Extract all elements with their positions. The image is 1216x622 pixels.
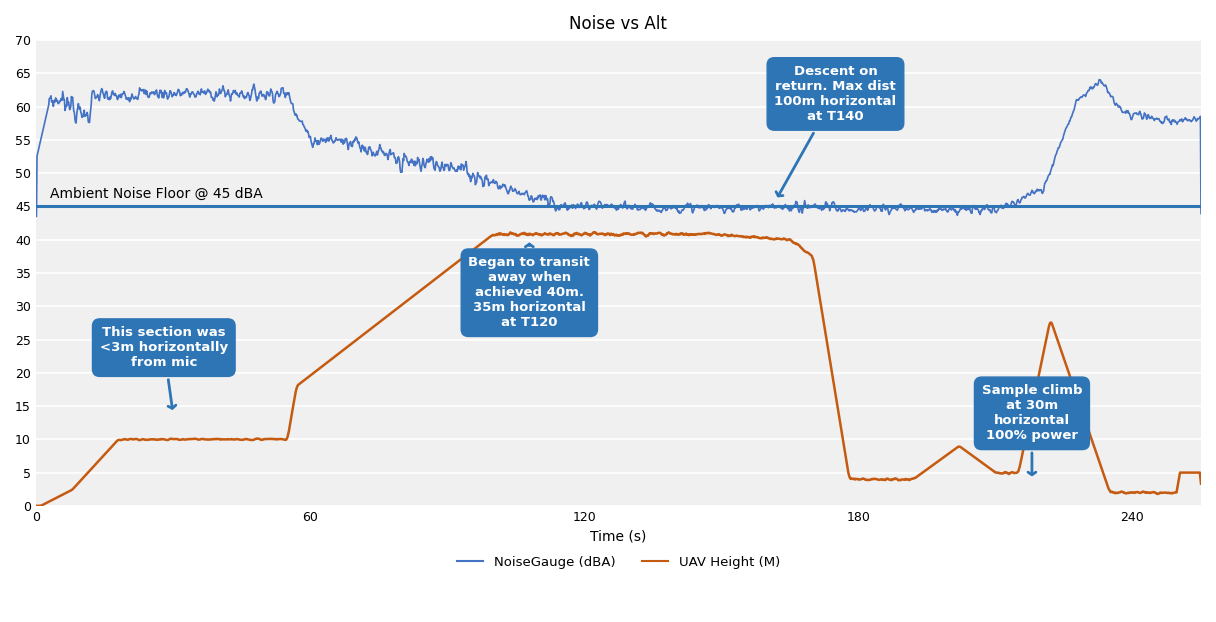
X-axis label: Time (s): Time (s) [590,529,647,543]
Line: NoiseGauge (dBA): NoiseGauge (dBA) [35,80,1201,216]
NoiseGauge (dBA) [1160,115,1175,123]
UAV Height (M) [596,230,610,238]
NoiseGauge (dBA) [1194,210,1209,217]
NoiseGauge (dBA) [1093,76,1108,83]
UAV Height (M) [28,502,43,509]
Text: Descent on
return. Max dist
100m horizontal
at T140: Descent on return. Max dist 100m horizon… [775,65,896,196]
UAV Height (M) [1194,480,1209,488]
NoiseGauge (dBA) [564,202,579,209]
NoiseGauge (dBA) [28,213,43,220]
NoiseGauge (dBA) [946,205,961,212]
Line: UAV Height (M): UAV Height (M) [35,232,1201,506]
UAV Height (M) [586,228,601,236]
NoiseGauge (dBA) [1160,116,1175,124]
UAV Height (M) [564,232,579,239]
Text: This section was
<3m horizontally
from mic: This section was <3m horizontally from m… [100,326,227,408]
Text: Sample climb
at 30m
horizontal
100% power: Sample climb at 30m horizontal 100% powe… [981,384,1082,475]
Text: Began to transit
away when
achieved 40m.
35m horizontal
at T120: Began to transit away when achieved 40m.… [468,244,590,329]
Title: Noise vs Alt: Noise vs Alt [569,15,668,33]
NoiseGauge (dBA) [595,205,609,212]
UAV Height (M) [88,461,102,468]
UAV Height (M) [1160,489,1175,496]
UAV Height (M) [946,446,961,453]
UAV Height (M) [1160,490,1175,497]
Legend: NoiseGauge (dBA), UAV Height (M): NoiseGauge (dBA), UAV Height (M) [451,550,786,573]
NoiseGauge (dBA) [88,95,102,102]
Text: Ambient Noise Floor @ 45 dBA: Ambient Noise Floor @ 45 dBA [50,187,263,201]
